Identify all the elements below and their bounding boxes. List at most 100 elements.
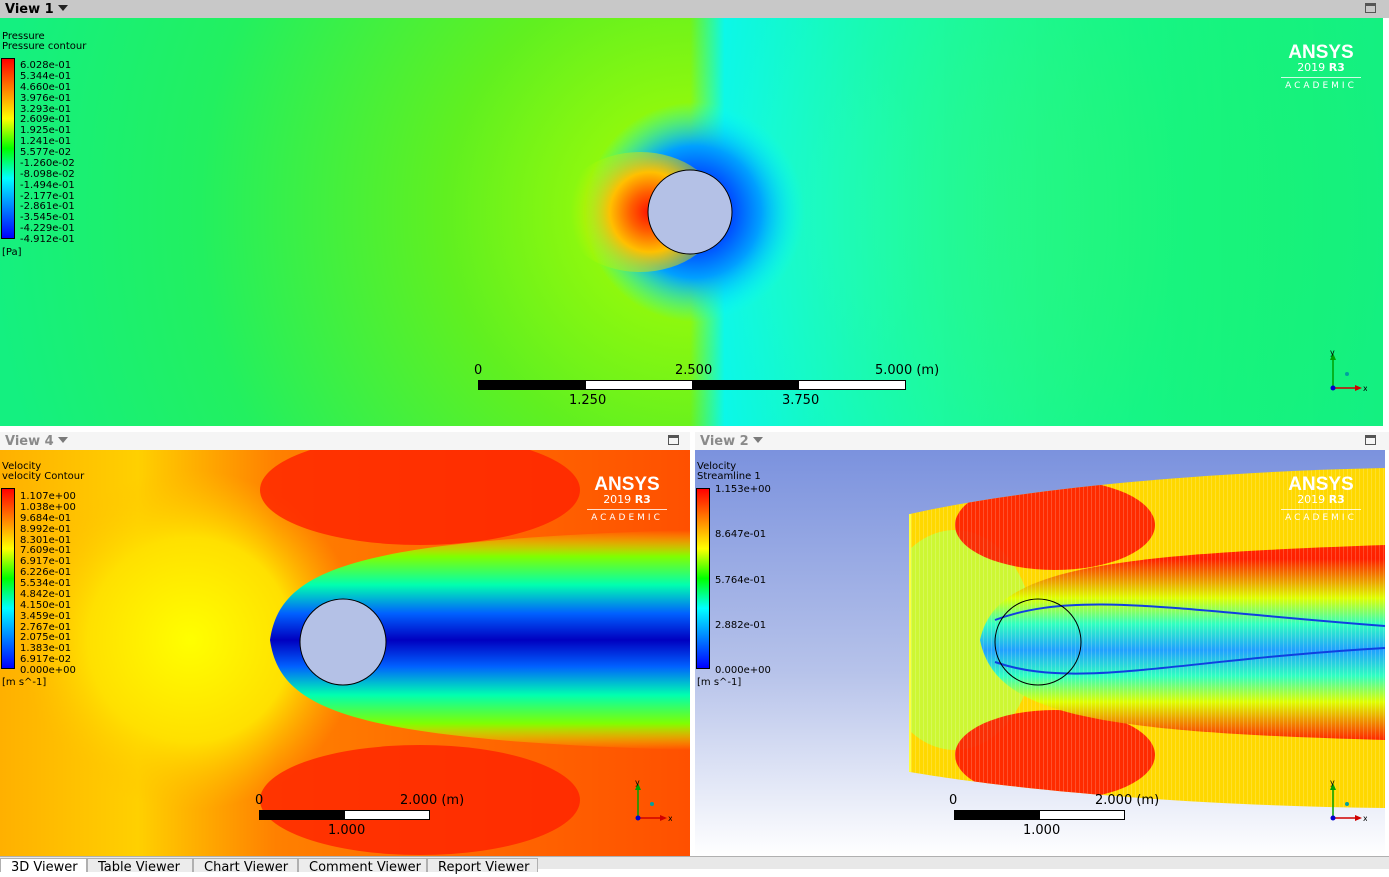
svg-text:x: x (668, 814, 672, 823)
svg-text:y: y (1330, 780, 1335, 787)
view1-viewport[interactable]: Pressure Pressure contour 6.028e-01 5.344… (0, 18, 1383, 426)
view4-viewport[interactable]: Velocity velocity Contour 1.107e+00 1.038… (0, 450, 690, 856)
legend-level-label: 2.767e-01 (20, 621, 72, 633)
legend-level-label: 1.241e-01 (20, 136, 72, 148)
view1-maximize-icon[interactable] (1365, 3, 1376, 13)
legend-level-label: 6.917e-02 (20, 654, 72, 666)
streamline-colorbar (696, 488, 710, 669)
legend-level-label: 5.534e-01 (20, 578, 72, 589)
velocity-legend-title: Velocity (2, 461, 42, 472)
legend-level-label: 3.459e-01 (20, 610, 72, 622)
axis-triad-icon: y x (635, 780, 672, 823)
scale-bar (259, 810, 430, 820)
legend-level-label: -1.260e-02 (20, 157, 75, 169)
pressure-legend-title: Pressure (2, 31, 45, 42)
viewer-tab-bar: 3D Viewer Table Viewer Chart Viewer Comm… (0, 856, 1389, 875)
legend-level-label: 1.383e-01 (20, 643, 72, 655)
scale-label: 0 (949, 793, 958, 808)
svg-text:y: y (1330, 350, 1335, 357)
legend-level-label: 1.925e-01 (20, 125, 72, 137)
tab-chart-viewer[interactable]: Chart Viewer (193, 858, 298, 875)
streamline-unit: [m s^-1] (697, 677, 742, 688)
tab-table-viewer[interactable]: Table Viewer (87, 858, 193, 875)
legend-level-label: 3.976e-01 (20, 92, 72, 104)
legend-level-label: 3.293e-01 (20, 103, 72, 115)
scale-label: 1.000 (1023, 823, 1061, 838)
scale-label: 2.000 (m) (400, 793, 465, 808)
tab-report-viewer[interactable]: Report Viewer (427, 858, 538, 875)
scale-label: 0 (474, 363, 483, 378)
legend-level-label: -2.861e-01 (20, 201, 75, 213)
legend-level-label: 6.028e-01 (20, 60, 72, 71)
cylinder-outline (994, 598, 1082, 686)
svg-text:x: x (1363, 814, 1367, 823)
legend-level-label: 2.882e-01 (715, 619, 767, 631)
view4-header: View 4 (0, 432, 690, 450)
pressure-colorbar (1, 58, 15, 239)
streamline-legend-title: Velocity (697, 461, 737, 472)
view2-viewport[interactable]: Velocity Streamline 1 1.153e+00 8.647e-01… (695, 450, 1385, 856)
legend-level-label: 4.842e-01 (20, 588, 72, 600)
scale-label: 1.250 (569, 393, 607, 408)
scale-label: 0 (255, 793, 264, 808)
scale-bar (478, 380, 906, 390)
legend-level-label: 8.647e-01 (715, 529, 767, 541)
legend-level-label: -8.098e-02 (20, 168, 75, 180)
legend-level-label: -3.545e-01 (20, 212, 75, 224)
legend-level-label: 9.684e-01 (20, 512, 72, 524)
pressure-unit: [Pa] (2, 247, 22, 258)
view4-title: View 4 (5, 434, 54, 449)
view2-maximize-icon[interactable] (1365, 435, 1376, 445)
pressure-contour-plot (0, 18, 1383, 426)
view1-dropdown-icon[interactable] (58, 5, 68, 11)
legend-level-label: 5.764e-01 (715, 574, 767, 586)
legend-level-label: 5.577e-02 (20, 147, 72, 158)
svg-text:y: y (635, 780, 640, 787)
view1-title: View 1 (5, 2, 54, 17)
axis-triad-icon: y x (1330, 350, 1367, 393)
scale-label: 5.000 (m) (875, 363, 940, 378)
legend-level-label: 2.075e-01 (20, 632, 72, 644)
velocity-contour-plot (0, 450, 690, 856)
view2-title: View 2 (700, 434, 749, 449)
legend-level-label: 2.609e-01 (20, 114, 72, 126)
cylinder-shape (299, 598, 387, 686)
legend-level-label: 6.226e-01 (20, 567, 72, 579)
legend-level-label: -4.912e-01 (20, 234, 75, 245)
axis-triad-icon: y x (1330, 780, 1367, 823)
pressure-legend-subtitle: Pressure contour (2, 41, 87, 52)
legend-level-label: -4.229e-01 (20, 223, 75, 235)
legend-level-label: 0.000e+00 (715, 665, 771, 676)
scale-label: 2.000 (m) (1095, 793, 1160, 808)
view2-header: View 2 (695, 432, 1389, 450)
ansys-logo: ANSYS 2019 R3 ACADEMIC (587, 475, 667, 524)
legend-level-label: 1.107e+00 (20, 491, 76, 502)
view4-dropdown-icon[interactable] (58, 437, 68, 443)
legend-level-label: 4.660e-01 (20, 81, 72, 93)
view4-maximize-icon[interactable] (668, 435, 679, 445)
legend-level-label: 8.992e-01 (20, 523, 72, 535)
cylinder-shape (647, 169, 733, 255)
streamline-legend-subtitle: Streamline 1 (697, 471, 761, 482)
ansys-logo: ANSYS 2019 R3 ACADEMIC (1281, 475, 1361, 524)
scale-label: 3.750 (782, 393, 820, 408)
legend-level-label: 7.609e-01 (20, 545, 72, 557)
legend-level-label: -2.177e-01 (20, 190, 75, 202)
scale-bar (954, 810, 1125, 820)
legend-level-label: 5.344e-01 (20, 70, 72, 82)
scale-label: 2.500 (675, 363, 713, 378)
legend-level-label: 8.301e-01 (20, 534, 72, 546)
legend-level-label: 0.000e+00 (20, 665, 76, 676)
ansys-logo: ANSYS 2019 R3 ACADEMIC (1281, 43, 1361, 92)
legend-level-label: 6.917e-01 (20, 556, 72, 568)
view2-dropdown-icon[interactable] (753, 437, 763, 443)
tab-comment-viewer[interactable]: Comment Viewer (298, 858, 427, 875)
velocity-legend-subtitle: velocity Contour (2, 471, 85, 482)
view1-header: View 1 (0, 0, 1389, 18)
svg-text:x: x (1363, 384, 1367, 393)
legend-level-label: -1.494e-01 (20, 179, 75, 191)
streamline-plot (695, 450, 1385, 856)
legend-level-label: 1.153e+00 (715, 484, 771, 495)
tab-3d-viewer[interactable]: 3D Viewer (0, 858, 87, 875)
velocity-unit: [m s^-1] (2, 677, 47, 688)
